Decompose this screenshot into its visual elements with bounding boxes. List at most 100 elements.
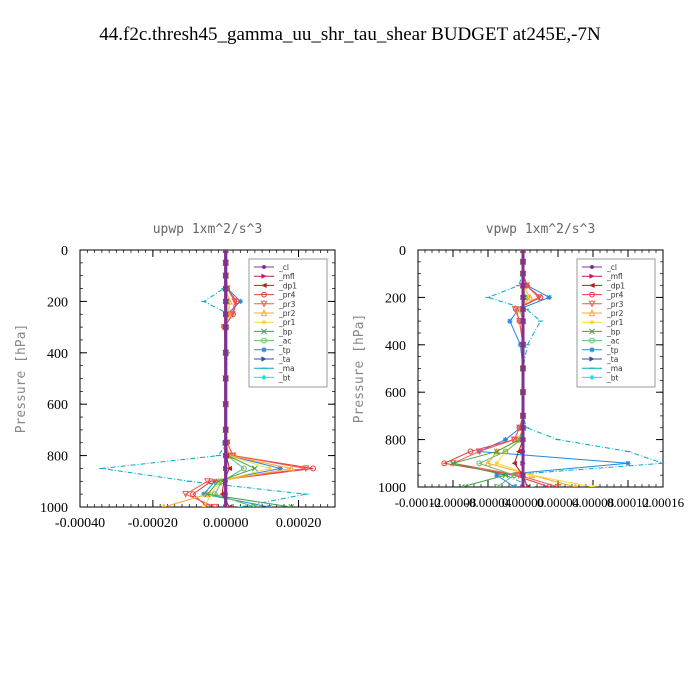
legend-label: _tp — [606, 346, 619, 355]
data-point — [223, 299, 228, 304]
legend: _cl_mfl_dp1_pr4_pr3_pr2_pr1_bp_ac_tp_ta_… — [248, 258, 328, 388]
x-tick-label: -0.00004 — [465, 495, 512, 510]
data-point — [521, 342, 525, 347]
panel-title: upwp 1xm^2/s^3 — [153, 222, 263, 237]
legend-label: _ac — [606, 337, 619, 346]
data-point — [267, 466, 272, 471]
legend-label: _dp1 — [606, 281, 625, 290]
data-point — [493, 448, 500, 455]
data-point — [521, 390, 525, 395]
legend-marker — [589, 337, 595, 344]
data-point — [241, 465, 247, 472]
y-tick-label: 400 — [47, 347, 68, 362]
legend-marker — [260, 300, 268, 308]
data-point — [521, 259, 525, 264]
data-point — [475, 448, 483, 456]
data-point — [223, 492, 228, 497]
data-point — [223, 260, 228, 265]
legend-label: _ma — [606, 364, 623, 373]
series-cl — [521, 250, 525, 487]
legend-marker — [261, 273, 267, 279]
x-tick-label: 0.00008 — [572, 495, 614, 510]
data-point — [302, 465, 310, 473]
data-point — [511, 472, 518, 479]
x-tick-label: 0.00016 — [642, 495, 685, 510]
data-point — [476, 460, 483, 467]
y-tick-label: 1000 — [378, 481, 406, 496]
data-point — [223, 505, 228, 507]
data-point — [467, 448, 474, 455]
x-tick-label: 0.00000 — [203, 516, 249, 531]
y-tick-label: 200 — [47, 295, 68, 310]
legend-marker — [260, 309, 268, 317]
legend-label: _pr1 — [278, 318, 296, 327]
data-point — [502, 448, 509, 455]
y-tick-label: 600 — [385, 386, 406, 401]
vpwp-panel: vpwp 1xm^2/s^3 Pressure [hPa] 0 200 400 600 80… — [352, 222, 685, 510]
data-point — [223, 466, 228, 471]
data-point — [223, 325, 228, 330]
legend-label: _pr3 — [606, 300, 624, 309]
legend-label: _ta — [606, 355, 618, 364]
data-point — [521, 473, 525, 478]
legend-marker — [261, 337, 267, 344]
data-point — [277, 465, 283, 472]
legend-marker — [590, 320, 594, 325]
series-line — [486, 250, 663, 487]
data-point — [204, 504, 211, 507]
data-point — [535, 294, 543, 302]
series-bp — [450, 250, 528, 487]
data-point — [231, 298, 239, 306]
data-point — [521, 366, 525, 371]
legend-label: _tp — [278, 346, 291, 355]
legend-marker — [588, 309, 596, 317]
data-point — [494, 461, 499, 466]
x-tick-label: -0.00008 — [430, 495, 477, 510]
legend-marker — [261, 291, 267, 298]
legend-marker — [261, 356, 267, 362]
data-point — [223, 453, 228, 458]
data-point — [287, 464, 295, 472]
x-tick-label: -0.00040 — [55, 516, 105, 531]
y-axis-label: Pressure [hPa] — [14, 324, 29, 434]
legend-label: _bt — [606, 373, 619, 382]
data-point — [546, 294, 552, 300]
panel-title: vpwp 1xm^2/s^3 — [486, 222, 596, 237]
data-point — [521, 319, 525, 324]
data-point — [223, 479, 228, 484]
data-point — [591, 485, 595, 487]
legend-label: _ma — [278, 364, 295, 373]
data-point — [226, 465, 232, 472]
upwp-panel: upwp 1xm^2/s^3 Pressure [hPa] 0 200 400 600 80… — [14, 222, 336, 531]
data-point — [288, 504, 295, 507]
data-point — [510, 436, 518, 444]
x-tick-label: 0.00020 — [276, 516, 322, 531]
data-point — [521, 413, 525, 418]
legend-marker — [589, 273, 595, 279]
legend-marker — [588, 300, 596, 308]
legend-marker — [261, 347, 267, 353]
legend-label: _bp — [278, 327, 293, 336]
data-point — [521, 485, 525, 487]
data-point — [190, 491, 196, 498]
data-point — [494, 472, 500, 478]
data-point — [554, 483, 562, 487]
data-point — [511, 484, 517, 487]
data-point — [507, 318, 513, 324]
y-tick-label: 600 — [47, 398, 68, 413]
data-point — [502, 437, 509, 443]
legend-marker — [261, 374, 267, 380]
legend-marker — [589, 356, 595, 362]
data-point — [211, 491, 218, 498]
data-point — [310, 465, 317, 472]
legend-label: _cl — [606, 263, 617, 272]
data-point — [521, 271, 525, 276]
data-point — [201, 491, 207, 497]
data-point — [223, 273, 228, 278]
data-point — [223, 250, 228, 252]
legend-label: _dp1 — [278, 281, 297, 290]
data-point — [204, 478, 211, 486]
legend-marker — [262, 265, 266, 269]
y-tick-label: 0 — [61, 244, 68, 259]
x-tick-label: -0.00012 — [395, 495, 442, 510]
